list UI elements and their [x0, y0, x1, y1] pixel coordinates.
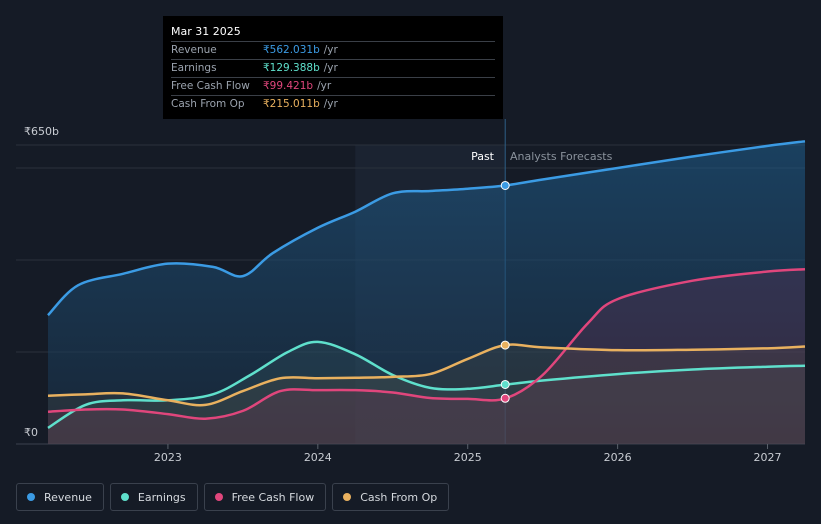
legend-dot-icon — [27, 493, 35, 501]
series-area-cash-from-op — [48, 344, 805, 444]
series-marker-cash-from-op — [500, 340, 510, 350]
tooltip-row-revenue: Revenue ₹562.031b /yr — [171, 41, 495, 59]
legend-dot-icon — [120, 493, 129, 501]
tooltip-label: Revenue — [171, 44, 217, 56]
tooltip-row-free-cash-flow: Free Cash Flow ₹99.421b /yr — [171, 77, 495, 95]
legend-dot-icon — [214, 493, 223, 501]
tooltip-label: Earnings — [171, 62, 217, 74]
series-line-free-cash-flow — [47, 267, 806, 420]
past-label: Past — [471, 150, 494, 163]
x-tick-label: 2026 — [604, 451, 632, 464]
data-tooltip: Mar 31 2025 Revenue ₹562.031b /yr Earnin… — [163, 16, 503, 119]
forecast-label: Analysts Forecasts — [510, 150, 613, 163]
tooltip-value: ₹99.421b — [263, 80, 314, 92]
legend-label: Revenue — [44, 490, 92, 504]
tooltip-unit: /yr — [323, 98, 338, 110]
legend-label: Cash From Op — [360, 490, 438, 504]
x-tick-label: 2025 — [454, 451, 482, 464]
tooltip-label: Cash From Op — [171, 98, 245, 110]
series-line-cash-from-op — [47, 343, 806, 407]
legend-item-free-cash-flow[interactable]: Free Cash Flow — [203, 483, 327, 511]
legend-item-earnings[interactable]: Earnings — [109, 483, 198, 511]
y-axis-max-label: ₹650b — [24, 125, 59, 138]
tooltip-value: ₹129.388b — [263, 62, 320, 74]
tooltip-unit: /yr — [323, 62, 338, 74]
tooltip-row-cash-from-op: Cash From Op ₹215.011b /yr — [171, 95, 495, 113]
tooltip-unit: /yr — [317, 80, 332, 92]
x-tick-label: 2024 — [304, 451, 332, 464]
tooltip-date: Mar 31 2025 — [171, 25, 241, 38]
series-area-free-cash-flow — [48, 269, 805, 444]
tooltip-label: Free Cash Flow — [171, 80, 250, 92]
legend-label: Earnings — [137, 490, 186, 504]
y-axis-min-label: ₹0 — [24, 426, 38, 439]
series-marker-free-cash-flow — [500, 393, 510, 403]
x-tick-label: 2027 — [754, 451, 782, 464]
legend-dot-icon — [343, 493, 352, 501]
legend-label: Free Cash Flow — [231, 490, 315, 504]
chart-legend: Revenue Earnings Free Cash Flow Cash Fro… — [16, 483, 450, 511]
series-line-revenue — [47, 140, 806, 317]
legend-item-cash-from-op[interactable]: Cash From Op — [332, 483, 450, 511]
tooltip-value: ₹562.031b — [263, 44, 320, 56]
x-tick-label: 2023 — [154, 451, 182, 464]
tooltip-value: ₹215.011b — [263, 98, 320, 110]
legend-item-revenue[interactable]: Revenue — [16, 483, 104, 511]
tooltip-row-earnings: Earnings ₹129.388b /yr — [171, 59, 495, 77]
series-area-earnings — [48, 341, 805, 444]
series-marker-revenue — [500, 180, 510, 190]
series-area-revenue — [48, 141, 805, 444]
series-marker-earnings — [500, 379, 510, 389]
tooltip-unit: /yr — [323, 44, 338, 56]
